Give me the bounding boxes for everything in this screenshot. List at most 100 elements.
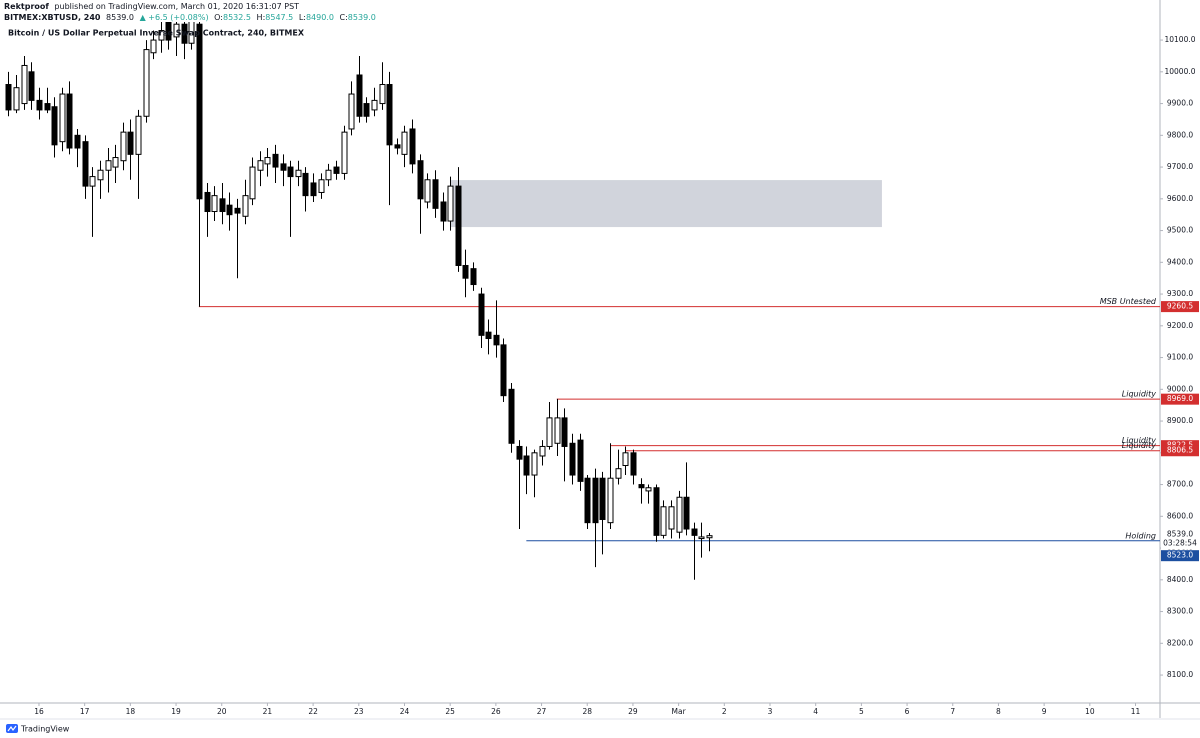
x-tick-label: 5 <box>859 707 864 716</box>
candle-body-down <box>394 144 401 149</box>
candle-body-down <box>5 84 12 111</box>
candle-body-down <box>219 198 226 213</box>
candle-body-down <box>417 160 424 200</box>
publish-line: Rektproof published on TradingView.com, … <box>4 2 299 11</box>
logo-line <box>7 725 17 732</box>
candle-body-down <box>653 487 660 536</box>
x-tick-label: 2 <box>722 707 727 716</box>
ohlc-value: 8547.5 <box>265 13 293 22</box>
candle-body-up <box>264 157 271 165</box>
candle-body-down <box>74 134 81 149</box>
candle-body-up <box>531 452 538 476</box>
x-tick-label: 20 <box>217 707 227 716</box>
y-tick-label: 9900.0 <box>1167 99 1193 108</box>
candle-body-up <box>668 506 675 530</box>
candle-body-down <box>493 334 500 346</box>
x-tick-label: 25 <box>445 707 455 716</box>
x-tick-label: 3 <box>768 707 773 716</box>
level-price-label: 9260.5 <box>1167 302 1193 311</box>
candle-body-down <box>386 84 393 146</box>
candle-body-down <box>302 172 309 197</box>
candle-body-up <box>59 93 66 143</box>
candle-body-down <box>287 166 294 178</box>
candle-body-down <box>280 163 287 171</box>
y-tick-label: 9600.0 <box>1167 194 1193 203</box>
candle-body-down <box>44 103 51 111</box>
candle-body-down <box>127 131 134 155</box>
candle-body-up <box>554 417 561 444</box>
candle-body-up <box>622 452 629 467</box>
ohlc-value: 8539.0 <box>348 13 376 22</box>
y-tick-label: 10000.0 <box>1164 67 1195 76</box>
candle-body-up <box>143 49 150 117</box>
candle-body-up <box>120 131 127 162</box>
candle-body-down <box>204 191 211 213</box>
candle-body-up <box>112 157 119 168</box>
candle-body-down <box>432 179 439 209</box>
candle-body-up <box>341 131 348 174</box>
candle-body-up <box>21 64 28 105</box>
y-tick-label: 8300.0 <box>1167 607 1193 616</box>
candle-body-up <box>607 477 614 524</box>
x-tick-label: Mar <box>672 707 687 716</box>
price-zone <box>450 180 882 228</box>
candle-body-down <box>333 166 340 174</box>
overlay: 8100.08200.08300.08400.08500.08600.08700… <box>34 35 1199 716</box>
candle-body-up <box>424 179 431 203</box>
candle-body-up <box>698 536 705 540</box>
plot-area <box>5 22 1160 580</box>
candle-body-up <box>97 169 104 181</box>
candle-body-down <box>599 477 606 520</box>
candle-body-down <box>561 417 568 447</box>
level-price-label: 8969.0 <box>1167 394 1193 403</box>
chart-title: Bitcoin / US Dollar Perpetual Inverse Sw… <box>8 29 305 38</box>
level-price-box <box>1161 301 1199 313</box>
candle-body-down <box>691 528 698 536</box>
x-tick-label: 28 <box>582 707 592 716</box>
candle-body-down <box>485 331 492 340</box>
published-info: published on TradingView.com, March 01, … <box>54 2 299 11</box>
brand-logo <box>6 724 18 733</box>
x-tick-label: 17 <box>80 707 90 716</box>
candle-body-down <box>234 207 241 214</box>
level-price-label: 8806.5 <box>1167 446 1193 455</box>
candle-body-up <box>13 87 20 111</box>
y-tick-label: 9400.0 <box>1167 257 1193 266</box>
candle-body-up <box>188 22 195 44</box>
x-tick-label: 23 <box>354 707 364 716</box>
candle-body-up <box>539 445 546 457</box>
ohlc-key: H: <box>257 13 266 22</box>
ohlc-key: O: <box>214 13 223 22</box>
countdown: 03:28:54 <box>1163 539 1197 548</box>
candle-body-down <box>165 22 172 41</box>
candle-body-up <box>318 179 325 193</box>
y-tick-label: 9300.0 <box>1167 289 1193 298</box>
x-tick-label: 19 <box>171 707 181 716</box>
x-tick-label: 8 <box>996 707 1001 716</box>
level-label: Liquidity <box>1122 436 1156 445</box>
y-tick-label: 8200.0 <box>1167 638 1193 647</box>
level-price-label: 8523.0 <box>1167 551 1193 560</box>
candle-body-down <box>36 99 43 111</box>
candle-body-up <box>249 166 256 200</box>
candle-body-down <box>592 477 599 524</box>
candle-body-up <box>257 160 264 171</box>
candle-body-up <box>447 185 454 222</box>
candle-body-down <box>51 106 58 146</box>
candle-body-up <box>379 84 386 105</box>
candle-body-down <box>470 268 477 286</box>
candle-body-up <box>645 487 652 492</box>
x-tick-label: 24 <box>400 707 410 716</box>
candle-body-down <box>409 128 416 165</box>
candle-body-up <box>211 195 218 213</box>
candle-body-down <box>638 484 645 489</box>
level-price-box <box>1161 445 1199 457</box>
candle-body-down <box>584 477 591 524</box>
y-tick-label: 9800.0 <box>1167 130 1193 139</box>
x-tick-label: 9 <box>1042 707 1047 716</box>
x-tick-label: 29 <box>628 707 638 716</box>
candle-body-down <box>272 153 279 168</box>
ohlc-value: 8490.0 <box>306 13 334 22</box>
x-tick-label: 7 <box>950 707 955 716</box>
